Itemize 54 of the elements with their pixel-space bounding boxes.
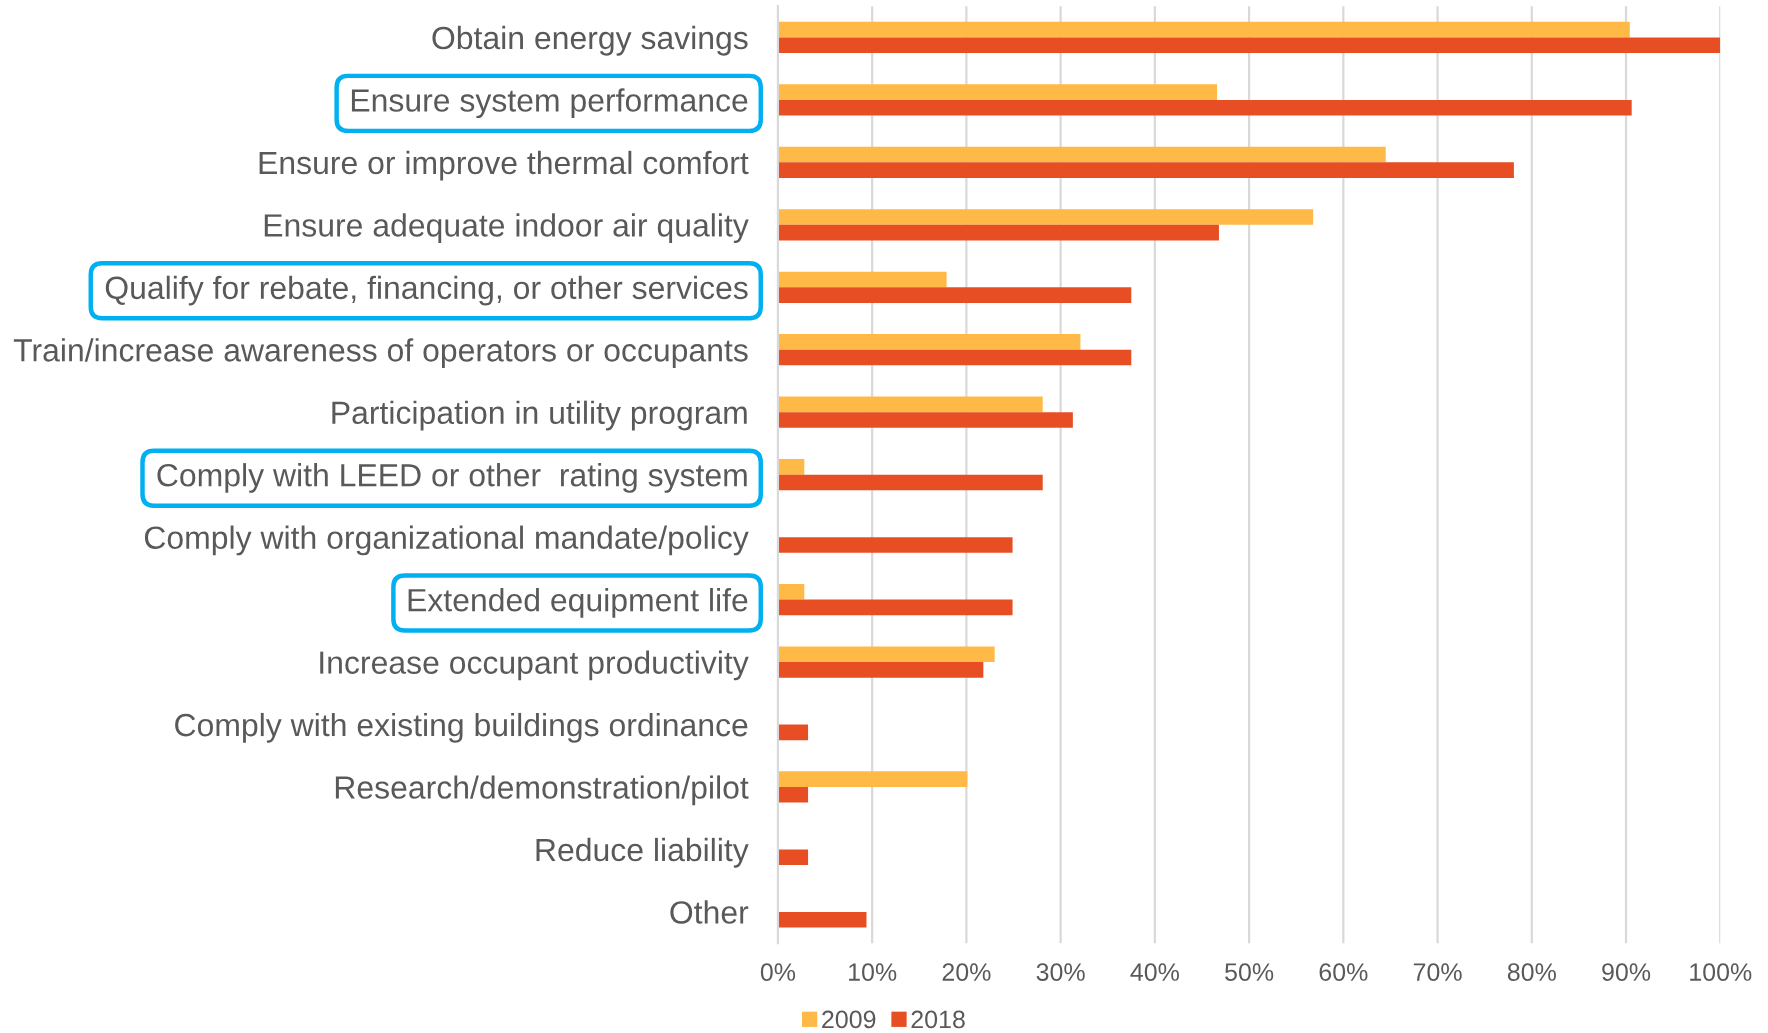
bar	[777, 209, 1314, 225]
x-tick-label: 40%	[1130, 963, 1179, 981]
bar	[777, 599, 1013, 616]
bar	[777, 37, 1721, 54]
legend-label: 2009	[822, 1010, 876, 1029]
bar	[777, 146, 1386, 163]
x-tick-label: 80%	[1507, 963, 1556, 981]
bar	[777, 459, 805, 475]
bar	[777, 849, 809, 866]
y-tick-label: Participation in utility program	[332, 400, 747, 431]
x-tick-label: 30%	[1036, 963, 1085, 981]
y-tick-label: Comply with LEED or other rating system	[157, 463, 747, 493]
bar	[777, 396, 1043, 413]
bar	[777, 162, 1514, 178]
bar	[777, 271, 947, 288]
x-tick-label: 0%	[760, 963, 796, 981]
x-tick-label: 20%	[942, 963, 991, 981]
bar	[777, 474, 1043, 491]
bar	[777, 99, 1632, 116]
bar	[777, 786, 809, 803]
y-tick-label: Extended equipment life	[408, 588, 748, 618]
y-tick-label: Ensure adequate indoor air quality	[264, 213, 749, 244]
y-tick-label: Ensure system performance	[351, 88, 748, 119]
y-tick-label: Comply with existing buildings ordinance	[175, 712, 748, 743]
bar	[777, 646, 995, 663]
bar	[777, 911, 867, 928]
y-tick-label: Obtain energy savings	[432, 25, 748, 56]
bar	[777, 537, 1013, 553]
y-tick-label: Increase occupant productivity	[320, 650, 749, 681]
bar	[777, 224, 1219, 241]
bar	[777, 21, 1630, 38]
y-tick-label: Qualify for rebate, financing, or other services	[105, 275, 748, 306]
x-tick-label: 10%	[849, 963, 897, 981]
x-tick-label: 50%	[1225, 963, 1274, 981]
bar	[777, 287, 1132, 303]
x-tick-label: 70%	[1413, 963, 1462, 981]
y-tick-label: Ensure or improve thermal comfort	[259, 150, 749, 181]
bar	[777, 662, 984, 678]
x-tick-label: 60%	[1319, 963, 1368, 981]
bar	[777, 334, 1081, 350]
x-tick-label: 100%	[1690, 963, 1752, 981]
bar	[777, 349, 1132, 366]
y-tick-label: Train/increase awareness of operators or occupants	[13, 338, 748, 368]
bar	[777, 583, 805, 600]
legend-label: 2018	[911, 1010, 965, 1029]
y-tick-label: Other	[670, 900, 749, 924]
y-tick-label: Research/demonstration/pilot	[335, 775, 749, 806]
y-tick-label: Comply with organizational mandate/policy	[144, 525, 749, 556]
bar	[777, 771, 968, 787]
bar	[777, 412, 1073, 428]
y-tick-label: Reduce liability	[536, 837, 749, 868]
x-tick-label: 90%	[1602, 963, 1651, 981]
bar	[777, 724, 809, 741]
bar	[777, 84, 1218, 100]
